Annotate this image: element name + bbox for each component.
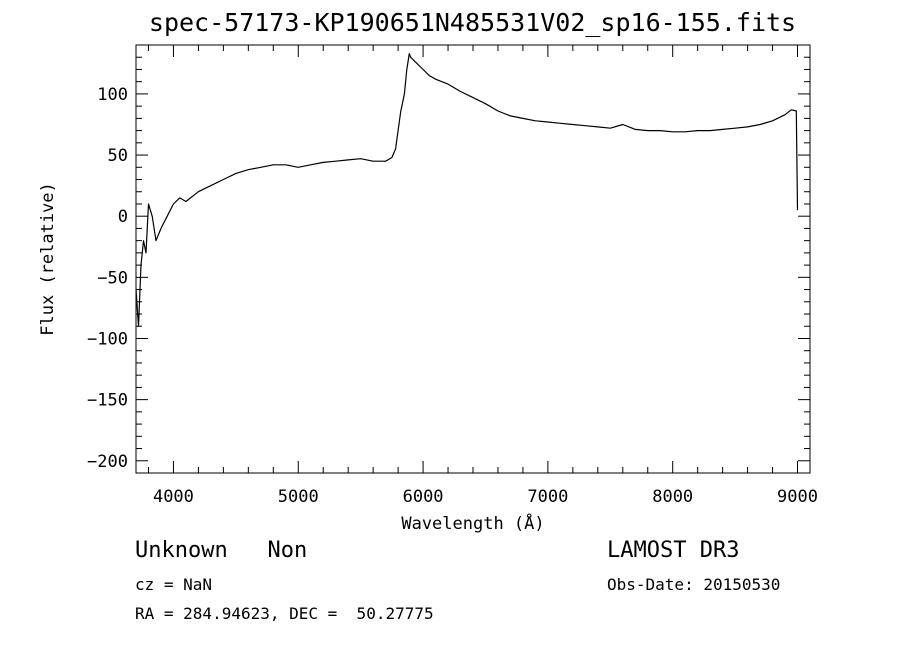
series-layer bbox=[136, 52, 799, 327]
x-axis-ticks: 4000 5000 6000 7000 8000 9000 bbox=[147, 45, 818, 507]
y-tick-label: −150 bbox=[87, 391, 128, 411]
x-tick-label: 4000 bbox=[153, 487, 194, 507]
y-tick-label: 100 bbox=[97, 85, 128, 105]
x-tick-label: 7000 bbox=[527, 487, 568, 507]
x-axis-label: Wavelength (Å) bbox=[401, 512, 544, 534]
y-tick-label: −100 bbox=[87, 329, 128, 349]
spectrum-line bbox=[136, 52, 799, 327]
y-tick-label: −50 bbox=[97, 268, 128, 288]
y-tick-label: 50 bbox=[108, 146, 128, 166]
plot-frame bbox=[135, 44, 811, 474]
obs-date-text: Obs-Date: 20150530 bbox=[607, 575, 781, 594]
y-tick-label: −200 bbox=[87, 452, 128, 472]
x-tick-label: 8000 bbox=[652, 487, 693, 507]
x-tick-label: 6000 bbox=[403, 487, 444, 507]
object-class-label: Unknown Non bbox=[135, 538, 308, 563]
x-tick-label: 9000 bbox=[777, 487, 818, 507]
y-axis-label: Flux (relative) bbox=[38, 182, 58, 336]
x-tick-label: 5000 bbox=[278, 487, 319, 507]
coordinates-text: RA = 284.94623, DEC = 50.27775 bbox=[135, 604, 434, 623]
redshift-text: cz = NaN bbox=[135, 575, 213, 594]
chart-title: spec-57173-KP190651N485531V02_sp16-155.f… bbox=[148, 8, 797, 37]
y-axis-ticks: −200 −150 −100 −50 0 50 100 bbox=[87, 56, 810, 472]
y-tick-label: 0 bbox=[118, 207, 128, 227]
survey-label: LAMOST DR3 bbox=[607, 538, 740, 563]
